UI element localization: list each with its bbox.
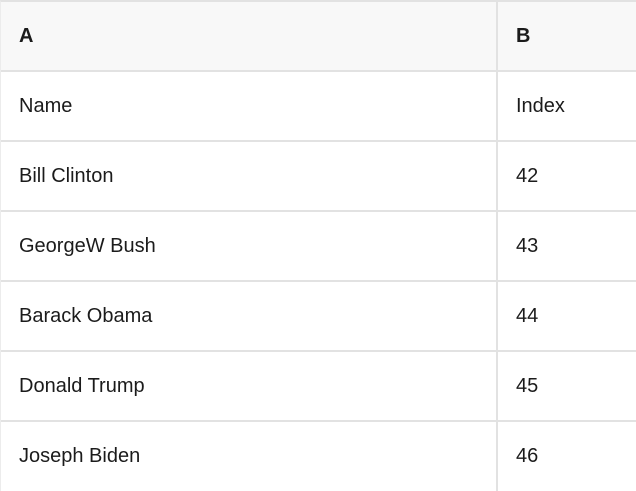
table-row: Joseph Biden 46 [1,422,636,491]
table-row: Bill Clinton 42 [1,142,636,212]
cell-name[interactable]: GeorgeW Bush [1,212,498,280]
cell-index[interactable]: 43 [516,234,539,257]
column-header-a[interactable]: A [1,2,498,70]
cell-index[interactable]: 45 [516,374,539,397]
cell-index[interactable]: 42 [516,164,539,187]
cell-index[interactable]: 44 [516,304,539,327]
table-row: Barack Obama 44 [1,282,636,352]
cell-name[interactable]: Barack Obama [1,282,498,350]
cell-name[interactable]: Joseph Biden [1,422,498,491]
table-row: GeorgeW Bush 43 [1,212,636,282]
column-header-b[interactable]: B [498,2,636,70]
cell-index-label[interactable]: Index [516,94,565,117]
cell-name-label[interactable]: Name [1,72,498,140]
cell-name[interactable]: Bill Clinton [1,142,498,210]
table-row: Donald Trump 45 [1,352,636,422]
field-label-row: Name Index [1,72,636,142]
column-header-row: A B [1,2,636,72]
cell-name[interactable]: Donald Trump [1,352,498,420]
cell-index[interactable]: 46 [516,445,539,467]
